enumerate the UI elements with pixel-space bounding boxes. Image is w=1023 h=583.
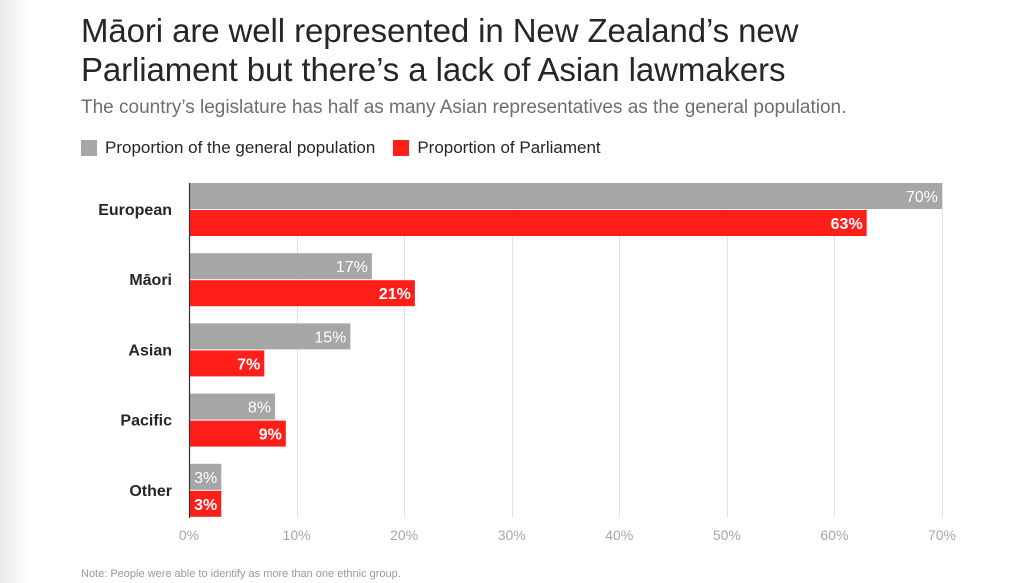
legend-swatch-parliament xyxy=(393,140,410,156)
legend: Proportion of the general population Pro… xyxy=(81,138,619,158)
x-tick-label: 30% xyxy=(498,527,526,543)
bar-value-label: 3% xyxy=(194,497,217,514)
bar-parliament xyxy=(189,210,867,236)
x-tick-label: 60% xyxy=(820,527,848,543)
x-tick-label: 50% xyxy=(713,527,741,543)
bar-parliament xyxy=(189,280,415,307)
category-label: Māori xyxy=(129,272,172,289)
bar-value-label: 21% xyxy=(379,286,411,303)
legend-label-population: Proportion of the general population xyxy=(105,138,376,157)
bar-value-label: 17% xyxy=(336,259,368,276)
category-label: European xyxy=(98,202,172,219)
bar-parliament xyxy=(189,350,265,377)
bar-population xyxy=(189,253,372,280)
legend-swatch-population xyxy=(81,140,97,156)
bar-parliament xyxy=(189,420,286,447)
x-tick-label: 20% xyxy=(390,527,418,543)
category-label: Asian xyxy=(128,342,172,359)
x-tick-label: 10% xyxy=(283,527,311,543)
bar-value-label: 70% xyxy=(906,189,938,206)
x-tick-label: 70% xyxy=(928,527,956,543)
bar-value-label: 15% xyxy=(314,329,346,346)
bar-population xyxy=(189,463,222,490)
legend-item-parliament: Proportion of Parliament xyxy=(393,138,601,158)
bar-population xyxy=(189,393,276,420)
chart-subtitle: The country’s legislature has half as ma… xyxy=(81,97,847,118)
bar-population xyxy=(189,183,942,209)
bar-parliament xyxy=(189,490,222,517)
left-edge-shade xyxy=(0,0,30,583)
x-tick-label: 0% xyxy=(179,527,199,543)
bar-value-label: 3% xyxy=(194,470,217,487)
category-label: Pacific xyxy=(120,413,172,430)
legend-item-population: Proportion of the general population xyxy=(81,138,375,158)
bar-value-label: 8% xyxy=(248,400,271,417)
bar-value-label: 63% xyxy=(831,216,863,233)
bar-population xyxy=(189,323,351,350)
category-label: Other xyxy=(129,483,172,500)
footnote: Note: People were able to identify as mo… xyxy=(81,568,401,580)
chart-title-line-1: Māori are well represented in New Zealan… xyxy=(81,12,799,49)
chart-title-line-2: Parliament but there’s a lack of Asian l… xyxy=(81,51,786,88)
bar-value-label: 9% xyxy=(259,427,282,444)
x-tick-label: 40% xyxy=(605,527,633,543)
legend-label-parliament: Proportion of Parliament xyxy=(417,138,601,157)
bar-value-label: 7% xyxy=(237,356,260,373)
chart-title: Māori are well represented in New Zealan… xyxy=(81,11,981,89)
